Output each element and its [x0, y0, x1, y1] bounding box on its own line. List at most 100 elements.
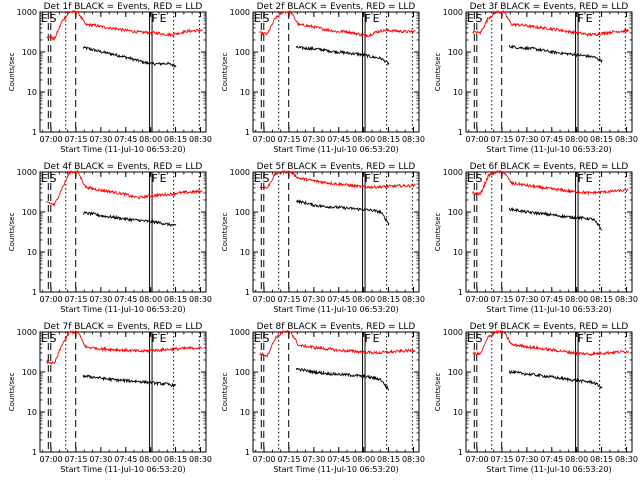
lld-series-line: [46, 9, 203, 41]
events-series-line: [295, 367, 390, 391]
x-tick-label: 08:30: [402, 295, 425, 304]
x-tick-label: 07:30: [302, 295, 325, 304]
chart-title: Det 1f BLACK = Events, RED = LLD: [44, 2, 203, 12]
y-axis-label: Counts/sec: [8, 53, 16, 92]
events-series-line: [82, 210, 177, 228]
x-tick-label: 08:00: [352, 455, 375, 464]
x-tick-label: 08:15: [590, 295, 613, 304]
y-tick-label: 10: [240, 408, 250, 417]
x-tick-label: 07:30: [89, 135, 112, 144]
y-axis-label: Counts/sec: [434, 373, 442, 412]
y-tick-label: 1000: [17, 8, 37, 17]
x-tick-label: 07:00: [253, 135, 276, 144]
x-tick-label: 08:15: [377, 455, 400, 464]
lld-series-line: [46, 169, 203, 207]
flag-label-es: E S: [41, 332, 56, 345]
chart-panel: Det 5f BLACK = Events, RED = LLD 1 10 100 10…: [221, 162, 425, 314]
x-tick-label: 08:00: [352, 135, 375, 144]
y-tick-label: 1000: [17, 168, 37, 177]
plot-frame: [39, 11, 207, 133]
x-tick-label: 07:30: [89, 295, 112, 304]
y-tick-label: 1000: [230, 8, 250, 17]
x-axis-label: Start Time (11-Jul-10 06:53:20): [486, 305, 611, 314]
plot-frame: [465, 331, 633, 453]
chart-panel: Det 8f BLACK = Events, RED = LLD 1 10 100 10…: [221, 322, 425, 474]
flag-label-e: E: [373, 12, 380, 25]
y-axis-label: Counts/sec: [221, 53, 229, 92]
x-tick-label: 07:45: [327, 135, 350, 144]
x-tick-label: 08:15: [164, 135, 187, 144]
y-tick-label: 1000: [230, 328, 250, 337]
x-tick-label: 08:15: [164, 295, 187, 304]
chart-title: Det 2f BLACK = Events, RED = LLD: [257, 2, 416, 12]
flag-label-es: E S: [254, 172, 269, 185]
x-tick-label: 07:45: [327, 455, 350, 464]
flag-label-f: F: [365, 12, 371, 25]
events-series-line: [295, 45, 390, 66]
flag-label-es: E S: [467, 12, 482, 25]
x-axis-label: Start Time (11-Jul-10 06:53:20): [486, 145, 611, 154]
x-tick-label: 08:00: [139, 455, 162, 464]
chart-panel: Det 9f BLACK = Events, RED = LLD 1 10 100 10…: [434, 322, 638, 474]
y-tick-label: 100: [448, 208, 463, 217]
chart-title: Det 8f BLACK = Events, RED = LLD: [257, 322, 416, 332]
chart-title: Det 4f BLACK = Events, RED = LLD: [44, 162, 203, 172]
x-tick-label: 07:15: [277, 295, 300, 304]
x-tick-label: 07:15: [64, 295, 87, 304]
events-series-line: [508, 369, 603, 389]
chart-title: Det 6f BLACK = Events, RED = LLD: [470, 162, 629, 172]
y-axis-label: Counts/sec: [434, 53, 442, 92]
flag-label-es: E S: [41, 12, 56, 25]
x-tick-label: 07:00: [466, 295, 489, 304]
chart-title: Det 3f BLACK = Events, RED = LLD: [470, 2, 629, 12]
y-tick-label: 100: [22, 368, 37, 377]
x-tick-label: 08:00: [565, 455, 588, 464]
x-tick-label: 08:15: [377, 295, 400, 304]
y-tick-label: 1000: [17, 328, 37, 337]
x-tick-label: 08:15: [377, 135, 400, 144]
y-tick-label: 10: [240, 248, 250, 257]
x-tick-label: 08:30: [402, 135, 425, 144]
flag-label-e: E: [373, 172, 380, 185]
flag-label-f: F: [365, 172, 371, 185]
x-tick-label: 07:00: [253, 455, 276, 464]
flag-label-es: E S: [41, 172, 56, 185]
y-tick-label: 100: [235, 208, 250, 217]
x-tick-label: 07:45: [114, 455, 137, 464]
x-tick-label: 07:00: [40, 455, 63, 464]
chart-panel: Det 3f BLACK = Events, RED = LLD 1 10 100 10…: [434, 2, 638, 154]
y-axis-label: Counts/sec: [221, 373, 229, 412]
x-axis-label: Start Time (11-Jul-10 06:53:20): [273, 465, 398, 474]
flag-label-f: F: [578, 332, 584, 345]
x-tick-label: 07:00: [40, 295, 63, 304]
x-tick-label: 07:00: [466, 135, 489, 144]
y-axis-label: Counts/sec: [8, 213, 16, 252]
x-tick-label: 08:30: [189, 295, 212, 304]
lld-series-line: [259, 329, 416, 358]
x-tick-label: 07:30: [515, 455, 538, 464]
y-tick-label: 10: [453, 408, 463, 417]
y-tick-label: 1: [458, 128, 463, 137]
flag-label-e: E: [586, 172, 593, 185]
x-tick-label: 07:30: [515, 135, 538, 144]
events-series-line: [82, 374, 177, 388]
y-tick-label: 1000: [443, 8, 463, 17]
y-tick-label: 100: [22, 208, 37, 217]
flag-label-f: F: [578, 12, 584, 25]
x-tick-label: 07:15: [64, 135, 87, 144]
x-axis-label: Start Time (11-Jul-10 06:53:20): [60, 145, 185, 154]
y-tick-label: 10: [240, 88, 250, 97]
chart-panel: Det 2f BLACK = Events, RED = LLD 1 10 100 10…: [221, 2, 425, 154]
y-tick-label: 10: [453, 248, 463, 257]
x-tick-label: 07:45: [114, 295, 137, 304]
x-tick-label: 07:30: [302, 455, 325, 464]
y-tick-label: 1: [458, 288, 463, 297]
flag-label-es: E S: [467, 172, 482, 185]
flag-label-e: E: [160, 332, 167, 345]
flag-label-e: E: [160, 172, 167, 185]
flag-label-e: E: [373, 332, 380, 345]
lld-series-line: [472, 170, 629, 196]
flag-label-es: E S: [254, 332, 269, 345]
x-axis-label: Start Time (11-Jul-10 06:53:20): [273, 145, 398, 154]
